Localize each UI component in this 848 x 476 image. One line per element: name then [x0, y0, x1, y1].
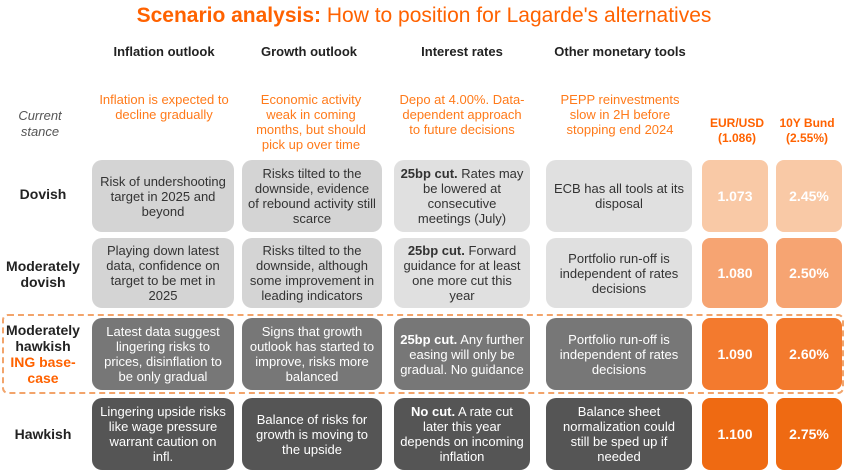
mod-hawkish-label-text: Moderately hawkish [6, 322, 80, 354]
col-header-rates: Interest rates [421, 44, 503, 59]
mod-hawkish-rates-text: Any further easing will only be gradual.… [400, 331, 524, 377]
stance-rates: Depo at 4.00%. Data-dependent approach t… [399, 92, 525, 137]
mod-hawkish-inflation-cell: Latest data suggest lingering risks to p… [92, 318, 234, 390]
mod-dovish-inflation-cell: Playing down latest data, confidence on … [92, 238, 234, 308]
col-header-other: Other monetary tools [554, 44, 686, 59]
hawkish-inflation-cell: Lingering upside risks like wage pressur… [92, 398, 234, 470]
dovish-growth-cell: Risks tilted to the downside, evidence o… [242, 160, 382, 232]
mod-dovish-bund-value: 2.50% [776, 238, 842, 308]
dovish-rates-cell: 25bp cut. Rates may be lowered at consec… [394, 160, 530, 232]
dovish-rates-text: Rates may be lowered at consecutive meet… [417, 166, 524, 226]
mod-dovish-other-cell: Portfolio run-off is independent of rate… [546, 238, 692, 308]
col-header-inflation: Inflation outlook [113, 44, 215, 59]
hawkish-growth-cell: Balance of risks for growth is moving to… [242, 398, 382, 470]
eurusd-header: EUR/USD (1.086) [709, 116, 764, 145]
mod-hawkish-growth-cell: Signs that growth outlook has started to… [242, 318, 382, 390]
dovish-rates-bold: 25bp cut. [400, 166, 458, 181]
row-label-moderately-hawkish: Moderately hawkish ING base-case [2, 322, 84, 386]
current-stance-label: Current stance [18, 108, 62, 139]
mod-hawkish-bund-value: 2.60% [776, 318, 842, 390]
page-title: Scenario analysis: How to position for L… [0, 4, 848, 28]
mod-dovish-growth-cell: Risks tilted to the downside, although s… [242, 238, 382, 308]
ing-base-case-label: ING base-case [10, 354, 76, 386]
stance-other: PEPP reinvestments slow in 2H before sto… [560, 92, 680, 137]
base-case-outline [2, 314, 844, 394]
mod-dovish-eurusd-value: 1.080 [702, 238, 768, 308]
title-bold: Scenario analysis: [136, 4, 322, 27]
bund-header: 10Y Bund (2.55%) [779, 116, 835, 145]
stance-inflation: Inflation is expected to decline gradual… [99, 92, 229, 122]
hawkish-eurusd-value: 1.100 [702, 398, 768, 470]
mod-dovish-rates-bold: 25bp cut. [407, 243, 465, 258]
title-rest: How to position for Lagarde's alternativ… [321, 4, 712, 27]
hawkish-rates-bold: No cut. [411, 404, 456, 419]
dovish-bund-value: 2.45% [776, 160, 842, 232]
hawkish-rates-text: A rate cut later this year depends on in… [400, 404, 524, 464]
row-label-hawkish: Hawkish [14, 426, 72, 442]
mod-hawkish-rates-bold: 25bp cut. [400, 331, 458, 347]
dovish-other-cell: ECB has all tools at its disposal [546, 160, 692, 232]
mod-hawkish-rates-cell: 25bp cut. Any further easing will only b… [394, 318, 530, 390]
hawkish-bund-value: 2.75% [776, 398, 842, 470]
hawkish-other-cell: Balance sheet normalization could still … [546, 398, 692, 470]
dovish-eurusd-value: 1.073 [702, 160, 768, 232]
row-label-moderately-dovish: Moderately dovish [6, 258, 80, 290]
mod-dovish-rates-text: Forward guidance for at least one more c… [403, 243, 521, 303]
mod-hawkish-other-cell: Portfolio run-off is independent of rate… [546, 318, 692, 390]
mod-dovish-rates-cell: 25bp cut. Forward guidance for at least … [394, 238, 530, 308]
hawkish-rates-cell: No cut. A rate cut later this year depen… [394, 398, 530, 470]
dovish-inflation-cell: Risk of undershooting target in 2025 and… [92, 160, 234, 232]
row-label-dovish: Dovish [19, 186, 67, 202]
mod-hawkish-eurusd-value: 1.090 [702, 318, 768, 390]
col-header-growth: Growth outlook [260, 44, 358, 59]
stance-growth: Economic activity weak in coming months,… [256, 92, 366, 152]
